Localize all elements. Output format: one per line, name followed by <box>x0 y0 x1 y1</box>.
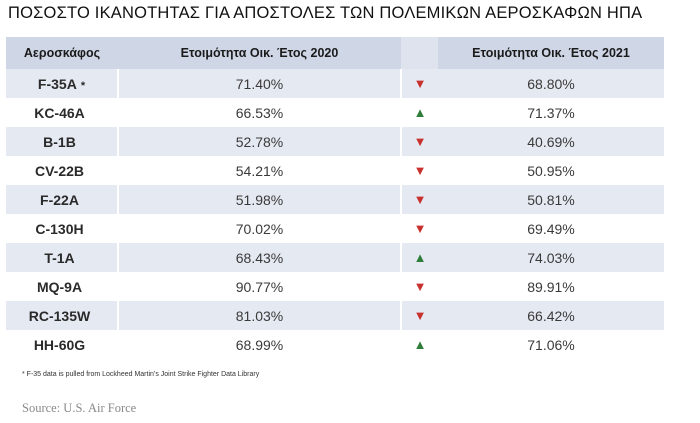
aircraft-name: C-130H <box>35 220 84 237</box>
aircraft-cell: KC-46A <box>6 98 119 127</box>
aircraft-name: B-1B <box>43 133 76 150</box>
page-title: ΠΟΣΟΣΤΟ ΙΚΑΝΟΤΗΤΑΣ ΓΙΑ ΑΠΟΣΤΟΛΕΣ ΤΩΝ ΠΟΛ… <box>8 4 643 22</box>
trend-cell: ▼ <box>401 301 438 330</box>
aircraft-name: F-22A <box>40 191 79 208</box>
fy2021-value: 89.91% <box>527 278 575 295</box>
header-trend <box>401 37 438 69</box>
fy2021-value: 69.49% <box>527 220 575 237</box>
trend-cell: ▲ <box>401 98 438 127</box>
fy2021-value: 68.80% <box>527 75 575 92</box>
fy2020-value: 70.02% <box>118 214 402 243</box>
table-header-row: Αεροσκάφος Ετοιμότητα Οικ. Έτος 2020 Ετο… <box>6 37 664 69</box>
aircraft-cell: HH-60G <box>6 330 119 359</box>
aircraft-name: KC-46A <box>34 104 85 121</box>
aircraft-name: CV-22B <box>34 162 85 179</box>
fy2020-value: 90.77% <box>118 272 402 301</box>
trend-cell: ▼ <box>401 69 438 98</box>
trend-up-icon: ▲ <box>413 105 427 120</box>
fy2020-value: 66.53% <box>118 98 402 127</box>
trend-cell: ▼ <box>401 185 438 214</box>
aircraft-name: F-35A <box>37 75 77 92</box>
trend-down-icon: ▼ <box>413 76 427 91</box>
aircraft-cell: MQ-9A <box>6 272 119 301</box>
aircraft-cell: CV-22B <box>6 156 119 185</box>
aircraft-cell: RC-135W <box>6 301 119 330</box>
trend-cell: ▼ <box>401 272 438 301</box>
trend-down-icon: ▼ <box>413 134 427 149</box>
aircraft-name: RC-135W <box>28 307 91 324</box>
fy2020-value: 54.21% <box>118 156 402 185</box>
aircraft-cell: T-1A <box>6 243 119 272</box>
header-fy2021: Ετοιμότητα Οικ. Έτος 2021 <box>472 46 630 60</box>
table-row: C-130H 70.02% ▼ 69.49% <box>6 214 664 243</box>
trend-up-icon: ▲ <box>413 337 427 352</box>
trend-down-icon: ▼ <box>413 308 427 323</box>
source-credit: Source: U.S. Air Force <box>22 401 137 415</box>
fy2020-value: 52.78% <box>118 127 402 156</box>
trend-cell: ▼ <box>401 127 438 156</box>
trend-cell: ▲ <box>401 243 438 272</box>
table-row: CV-22B 54.21% ▼ 50.95% <box>6 156 664 185</box>
footnote: * F-35 data is pulled from Lockheed Mart… <box>22 371 260 378</box>
table-row: T-1A 68.43% ▲ 74.03% <box>6 243 664 272</box>
table-row: F-35A * 71.40% ▼ 68.80% <box>6 69 664 98</box>
fy2020-value: 68.99% <box>118 330 402 359</box>
table-row: RC-135W 81.03% ▼ 66.42% <box>6 301 664 330</box>
fy2020-value: 68.43% <box>118 243 402 272</box>
aircraft-name: MQ-9A <box>36 278 83 295</box>
trend-cell: ▲ <box>401 330 438 359</box>
trend-up-icon: ▲ <box>413 250 427 265</box>
aircraft-cell: B-1B <box>6 127 119 156</box>
fy2020-value: 51.98% <box>118 185 402 214</box>
header-aircraft: Αεροσκάφος <box>23 46 101 60</box>
trend-cell: ▼ <box>401 214 438 243</box>
fy2021-value: 74.03% <box>527 249 575 266</box>
trend-cell: ▼ <box>401 156 438 185</box>
table-body: F-35A * 71.40% ▼ 68.80% KC-46A 66.53% ▲ 7… <box>6 69 664 359</box>
table-row: KC-46A 66.53% ▲ 71.37% <box>6 98 664 127</box>
table-row: MQ-9A 90.77% ▼ 89.91% <box>6 272 664 301</box>
fy2021-value: 66.42% <box>527 307 575 324</box>
table-row: B-1B 52.78% ▼ 40.69% <box>6 127 664 156</box>
trend-down-icon: ▼ <box>413 192 427 207</box>
header-fy2020: Ετοιμότητα Οικ. Έτος 2020 <box>180 46 339 60</box>
fy2021-value: 71.06% <box>527 336 575 353</box>
trend-down-icon: ▼ <box>413 163 427 178</box>
aircraft-name: T-1A <box>44 249 75 266</box>
trend-down-icon: ▼ <box>413 221 427 236</box>
footnote-marker: * <box>80 79 86 92</box>
fy2020-value: 81.03% <box>118 301 402 330</box>
fy2021-value: 40.69% <box>527 133 575 150</box>
aircraft-cell: F-35A * <box>6 69 119 98</box>
aircraft-cell: F-22A <box>6 185 119 214</box>
aircraft-cell: C-130H <box>6 214 119 243</box>
fy2021-value: 71.37% <box>527 104 575 121</box>
readiness-table: Αεροσκάφος Ετοιμότητα Οικ. Έτος 2020 Ετο… <box>6 37 665 359</box>
fy2020-value: 71.40% <box>118 69 402 98</box>
aircraft-name: HH-60G <box>33 336 86 353</box>
fy2021-value: 50.95% <box>527 162 575 179</box>
trend-down-icon: ▼ <box>413 279 427 294</box>
table-row: F-22A 51.98% ▼ 50.81% <box>6 185 664 214</box>
table-row: HH-60G 68.99% ▲ 71.06% <box>6 330 664 359</box>
fy2021-value: 50.81% <box>527 191 575 208</box>
